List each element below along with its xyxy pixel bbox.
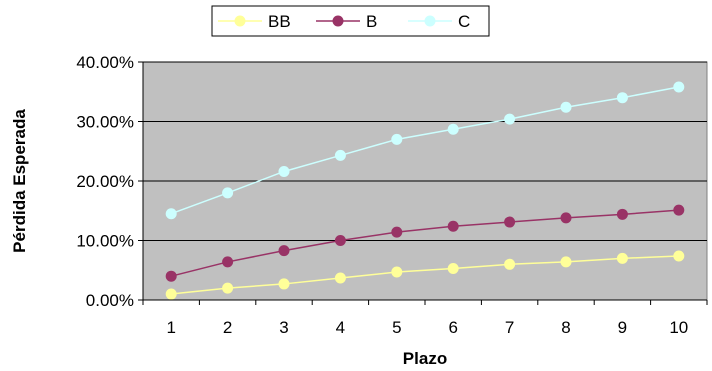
data-point-c	[617, 92, 628, 103]
data-point-b	[335, 235, 346, 246]
data-point-bb	[504, 259, 515, 270]
legend-label: B	[366, 12, 377, 31]
x-tick-label: 3	[279, 318, 288, 337]
data-point-b	[448, 221, 459, 232]
legend: BB B C	[212, 6, 489, 36]
data-point-c	[335, 150, 346, 161]
data-point-bb	[335, 272, 346, 283]
x-tick-label: 2	[223, 318, 232, 337]
data-point-bb	[673, 250, 684, 261]
legend-label: BB	[268, 12, 291, 31]
data-point-bb	[279, 278, 290, 289]
x-tick-label: 4	[336, 318, 345, 337]
data-point-c	[391, 134, 402, 145]
x-tick-label: 5	[392, 318, 401, 337]
data-point-b	[222, 256, 233, 267]
x-axis-ticks: 1 2 3 4 5 6 7 8 9 10	[143, 300, 707, 337]
data-point-b	[391, 227, 402, 238]
data-point-c	[673, 81, 684, 92]
legend-label: C	[458, 12, 470, 31]
data-point-bb	[617, 253, 628, 264]
data-point-bb	[391, 267, 402, 278]
data-point-bb	[222, 283, 233, 294]
data-point-c	[504, 114, 515, 125]
x-tick-label: 9	[618, 318, 627, 337]
data-point-c	[561, 102, 572, 113]
y-axis-title: Pérdida Esperada	[10, 109, 29, 253]
y-tick-label: 10.00%	[76, 232, 134, 251]
data-point-c	[166, 208, 177, 219]
y-tick-label: 20.00%	[76, 172, 134, 191]
x-tick-label: 1	[166, 318, 175, 337]
x-axis-title: Plazo	[403, 349, 447, 368]
legend-swatch-marker	[235, 16, 246, 27]
legend-swatch-marker	[333, 16, 344, 27]
y-tick-label: 0.00%	[86, 291, 134, 310]
data-point-c	[222, 187, 233, 198]
y-tick-label: 40.00%	[76, 53, 134, 72]
x-tick-label: 7	[505, 318, 514, 337]
data-point-bb	[561, 256, 572, 267]
x-tick-label: 6	[448, 318, 457, 337]
x-tick-label: 8	[561, 318, 570, 337]
data-point-c	[279, 166, 290, 177]
data-point-b	[279, 245, 290, 256]
x-tick-label: 10	[669, 318, 688, 337]
data-point-b	[561, 212, 572, 223]
data-point-c	[448, 124, 459, 135]
data-point-b	[504, 217, 515, 228]
data-point-bb	[166, 289, 177, 300]
data-point-b	[617, 209, 628, 220]
y-tick-label: 30.00%	[76, 113, 134, 132]
data-point-bb	[448, 263, 459, 274]
data-point-b	[166, 271, 177, 282]
legend-swatch-marker	[425, 16, 436, 27]
y-axis-ticks: 0.00% 10.00% 20.00% 30.00% 40.00%	[76, 53, 143, 310]
data-point-b	[673, 205, 684, 216]
